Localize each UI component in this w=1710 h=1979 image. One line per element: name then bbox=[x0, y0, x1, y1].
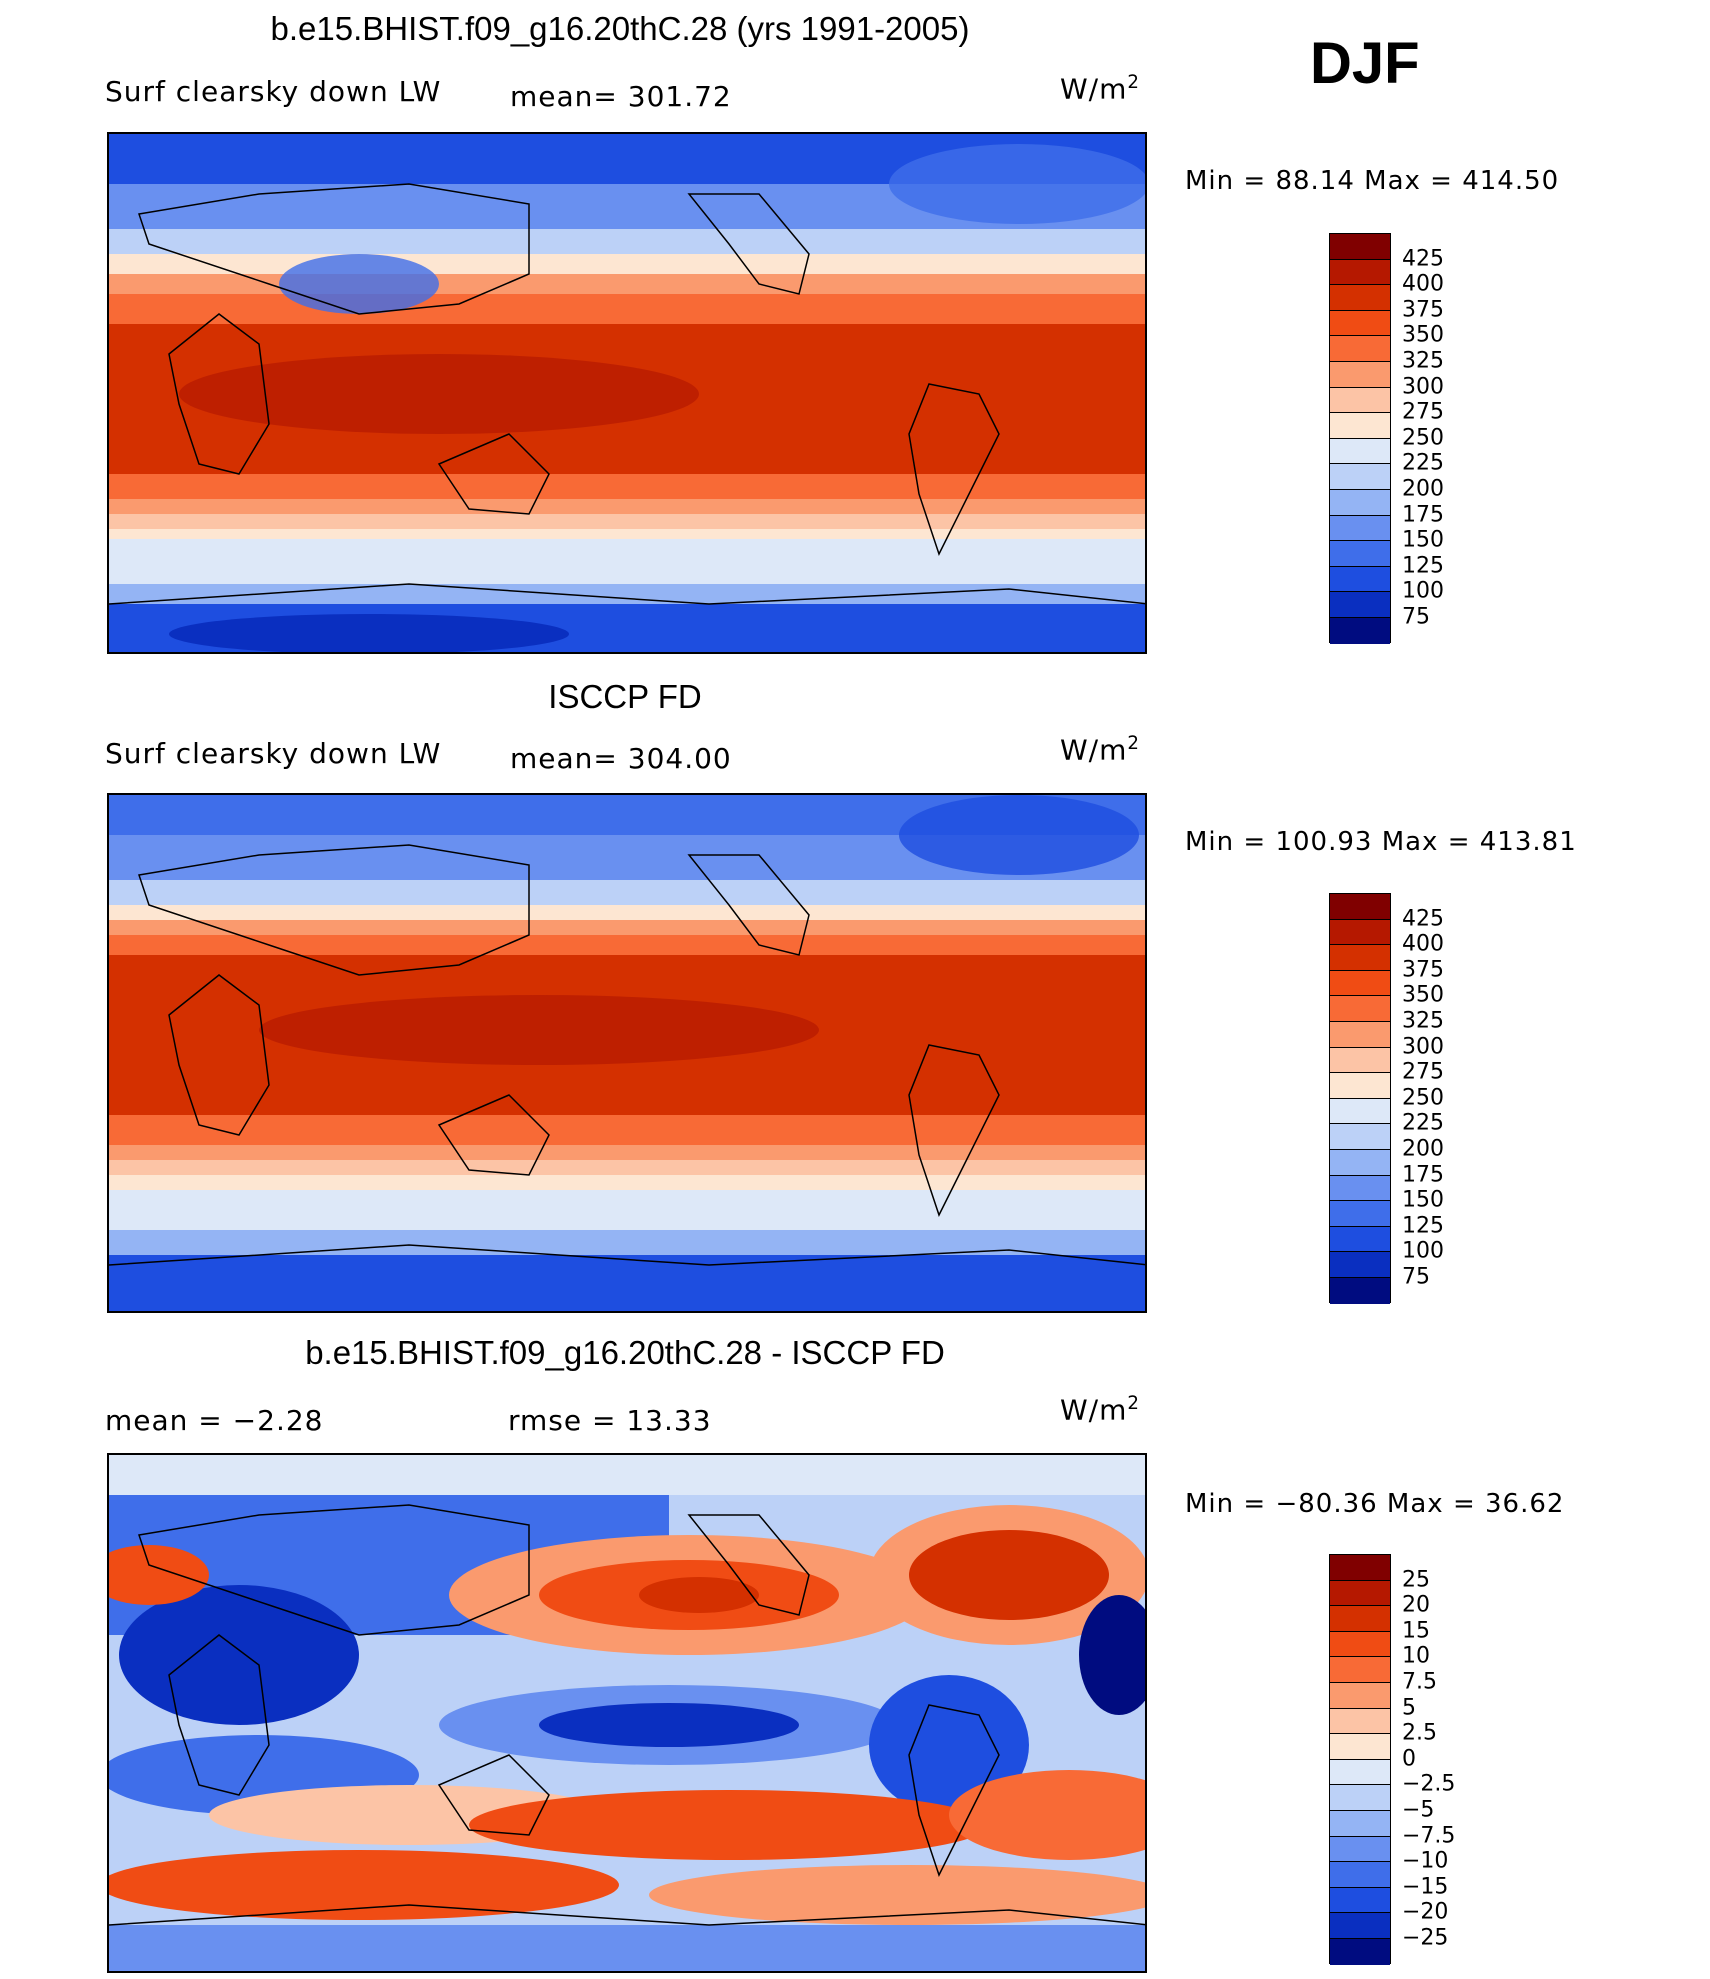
colorbar-tick: 175 bbox=[1402, 1162, 1444, 1188]
colorbar-tick: 425 bbox=[1402, 246, 1444, 272]
panel1-colorbar bbox=[1329, 233, 1391, 644]
colorbar-tick: 75 bbox=[1402, 604, 1430, 630]
colorbar-tick: 200 bbox=[1402, 476, 1444, 502]
colorbar-tick: 150 bbox=[1402, 527, 1444, 553]
panel1-variable-label: Surf clearsky down LW bbox=[105, 75, 442, 108]
colorbar-tick: 225 bbox=[1402, 450, 1444, 476]
panel2-minmax-label: Min = 100.93 Max = 413.81 bbox=[1185, 827, 1577, 857]
colorbar-tick: 400 bbox=[1402, 271, 1444, 297]
main-title: b.e15.BHIST.f09_g16.20thC.28 (yrs 1991-2… bbox=[270, 10, 970, 47]
panel3-map bbox=[107, 1453, 1147, 1973]
colorbar-tick: −15 bbox=[1402, 1874, 1449, 1900]
colorbar-tick: 250 bbox=[1402, 1085, 1444, 1111]
panel3-title: b.e15.BHIST.f09_g16.20thC.28 - ISCCP FD bbox=[305, 1334, 945, 1371]
colorbar-tick: 350 bbox=[1402, 322, 1444, 348]
panel3-units-label: W/m2 bbox=[1060, 1393, 1140, 1427]
colorbar-tick: 15 bbox=[1402, 1618, 1430, 1644]
colorbar-tick: −2.5 bbox=[1402, 1771, 1456, 1797]
panel1-mean-label: mean= 301.72 bbox=[510, 80, 732, 113]
panel2-map bbox=[107, 793, 1147, 1313]
panel3-rmse-label: rmse = 13.33 bbox=[508, 1404, 712, 1437]
colorbar-tick: 100 bbox=[1402, 1238, 1444, 1264]
colorbar-tick: 0 bbox=[1402, 1746, 1416, 1772]
colorbar-tick: −10 bbox=[1402, 1848, 1449, 1874]
colorbar-tick: −25 bbox=[1402, 1925, 1449, 1951]
colorbar-tick: 225 bbox=[1402, 1110, 1444, 1136]
panel2-title: ISCCP FD bbox=[548, 678, 702, 715]
panel2-units-label: W/m2 bbox=[1060, 733, 1140, 767]
panel2-mean-label: mean= 304.00 bbox=[510, 742, 732, 775]
colorbar-tick: 275 bbox=[1402, 1059, 1444, 1085]
colorbar-tick: 25 bbox=[1402, 1567, 1430, 1593]
colorbar-tick: −5 bbox=[1402, 1797, 1435, 1823]
panel3-minmax-label: Min = −80.36 Max = 36.62 bbox=[1185, 1489, 1565, 1519]
colorbar-tick: 250 bbox=[1402, 425, 1444, 451]
colorbar-tick: 350 bbox=[1402, 982, 1444, 1008]
panel2-colorbar bbox=[1329, 893, 1391, 1304]
colorbar-tick: 5 bbox=[1402, 1695, 1416, 1721]
panel1-map bbox=[107, 132, 1147, 654]
colorbar-tick: 325 bbox=[1402, 1008, 1444, 1034]
colorbar-tick: 300 bbox=[1402, 374, 1444, 400]
colorbar-tick: 400 bbox=[1402, 931, 1444, 957]
colorbar-tick: 200 bbox=[1402, 1136, 1444, 1162]
colorbar-tick: 7.5 bbox=[1402, 1669, 1437, 1695]
colorbar-tick: −20 bbox=[1402, 1899, 1449, 1925]
colorbar-tick: 375 bbox=[1402, 957, 1444, 983]
colorbar-tick: 300 bbox=[1402, 1034, 1444, 1060]
colorbar-tick: 75 bbox=[1402, 1264, 1430, 1290]
panel2-variable-label: Surf clearsky down LW bbox=[105, 737, 442, 770]
colorbar-tick: 2.5 bbox=[1402, 1720, 1437, 1746]
colorbar-tick: 425 bbox=[1402, 906, 1444, 932]
colorbar-tick: 375 bbox=[1402, 297, 1444, 323]
colorbar-tick: 325 bbox=[1402, 348, 1444, 374]
colorbar-tick: −7.5 bbox=[1402, 1823, 1456, 1849]
colorbar-tick: 175 bbox=[1402, 502, 1444, 528]
panel3-mean-label: mean = −2.28 bbox=[105, 1404, 324, 1437]
colorbar-tick: 275 bbox=[1402, 399, 1444, 425]
panel1-minmax-label: Min = 88.14 Max = 414.50 bbox=[1185, 166, 1560, 196]
panel1-units-label: W/m2 bbox=[1060, 72, 1140, 106]
colorbar-tick: 150 bbox=[1402, 1187, 1444, 1213]
colorbar-tick: 100 bbox=[1402, 578, 1444, 604]
colorbar-tick: 125 bbox=[1402, 1213, 1444, 1239]
panel3-colorbar bbox=[1329, 1554, 1391, 1965]
colorbar-tick: 20 bbox=[1402, 1592, 1430, 1618]
season-label: DJF bbox=[1310, 31, 1420, 96]
colorbar-tick: 10 bbox=[1402, 1643, 1430, 1669]
colorbar-tick: 125 bbox=[1402, 553, 1444, 579]
